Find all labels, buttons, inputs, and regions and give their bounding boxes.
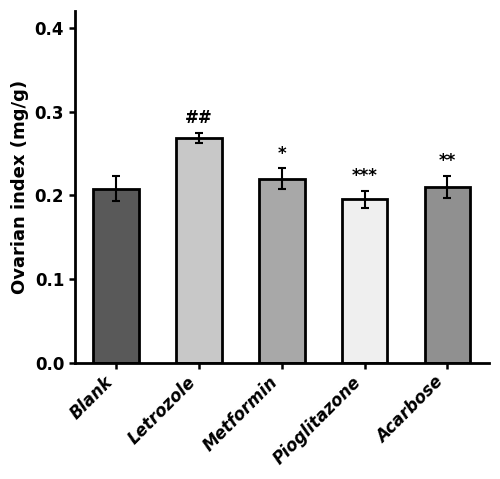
Bar xyxy=(342,199,388,363)
Bar xyxy=(176,138,222,363)
Text: **: ** xyxy=(438,152,456,170)
Text: ##: ## xyxy=(185,110,213,127)
Text: *: * xyxy=(278,145,286,163)
Bar xyxy=(424,187,470,363)
Bar xyxy=(94,189,139,363)
Y-axis label: Ovarian index (mg/g): Ovarian index (mg/g) xyxy=(11,80,29,294)
Text: ***: *** xyxy=(352,167,378,185)
Bar xyxy=(259,179,304,363)
